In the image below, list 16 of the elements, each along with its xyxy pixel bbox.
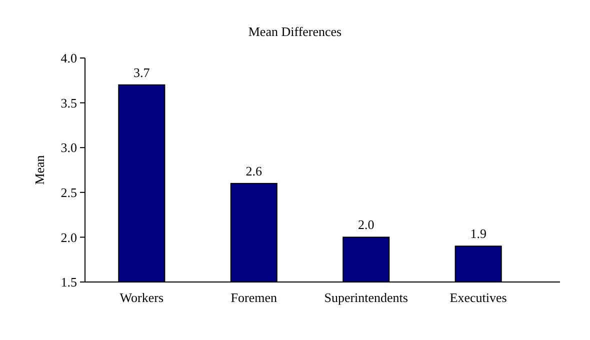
x-tick-label: Superintendents — [324, 290, 408, 305]
y-tick-label: 2.5 — [60, 184, 77, 200]
x-tick-label: Executives — [450, 290, 507, 305]
y-tick-label: 1.5 — [60, 274, 77, 290]
data-label: 2.0 — [358, 217, 374, 232]
x-tick-label: Workers — [120, 290, 164, 305]
data-label: 1.9 — [470, 226, 486, 242]
data-label: 2.6 — [246, 163, 263, 178]
chart-title: Mean Differences — [248, 24, 342, 39]
x-tick-label: Foremen — [230, 290, 278, 305]
y-tick-label: 3.5 — [60, 95, 77, 110]
y-tick-label: 2.0 — [60, 230, 77, 245]
data-label: 3.7 — [134, 64, 150, 80]
y-tick-label: 4.0 — [60, 50, 77, 66]
y-tick-label: 3.0 — [60, 140, 77, 156]
y-axis-title: Mean — [32, 154, 47, 185]
